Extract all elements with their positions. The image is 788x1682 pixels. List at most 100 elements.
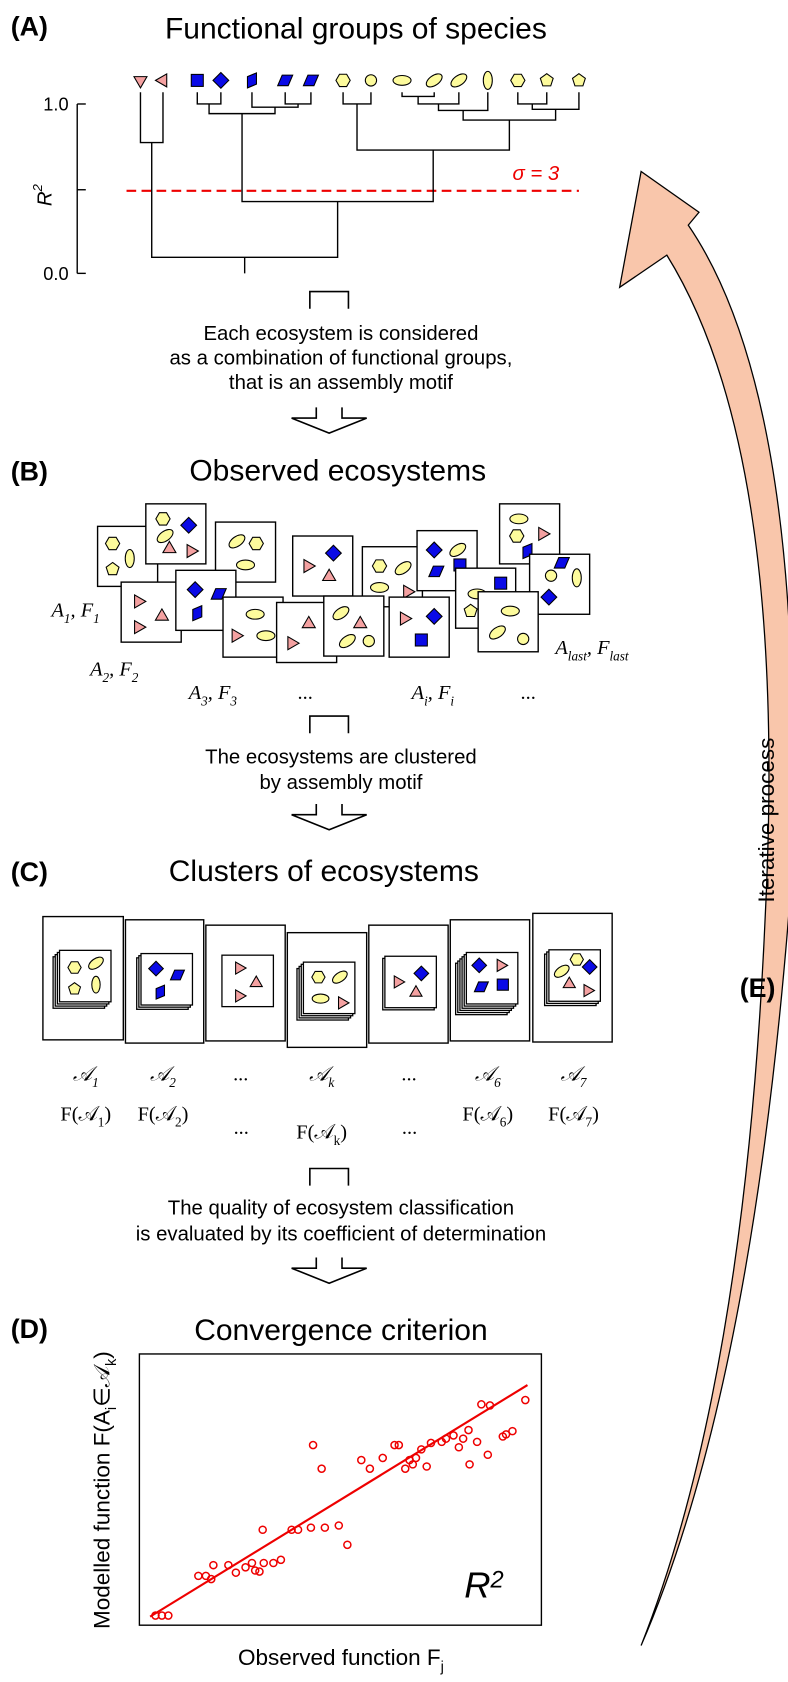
text-part: A [410,682,425,704]
ecosystem-card [302,961,356,1015]
panel-label: (E) [740,973,776,1003]
ecosystem-label: A2, F2 [88,658,139,684]
down-arrow [291,407,367,434]
symbol [517,632,530,646]
symbol [362,634,375,648]
motif-label: 𝒜2 [150,1064,176,1090]
symbol [500,605,520,617]
text-part: A [88,658,103,680]
dendrogram-branch [208,103,276,115]
symbol [569,953,585,966]
ecosystem-card [384,955,437,1009]
scatter-points [151,1395,530,1620]
scatter-point [241,1563,250,1572]
symbol [473,981,490,993]
scatter-point [224,1560,233,1570]
text-part: ) [182,1103,189,1125]
symbol [104,536,121,551]
text-part: F(𝒜 [548,1103,587,1125]
symbol [364,74,378,87]
text-part: R [464,1564,490,1605]
x-axis-label: Observed function Fj [238,1645,444,1675]
symbol [235,988,248,1003]
dendrogram-branch [417,92,460,105]
symbol [235,961,248,975]
y-axis-label: Modelled function F(Ai∈𝒜k) [89,1351,119,1629]
caption-line: Each ecosystem is considered [203,323,478,345]
scatter-point [483,1450,493,1460]
symbol [245,608,265,620]
function-label: ... [402,1117,417,1139]
scatter-point [449,1431,458,1440]
text-part: ) [340,1121,347,1143]
symbol [538,526,552,542]
subscript: 1 [98,1115,105,1130]
symbol [338,634,356,649]
subscript: 2 [103,670,110,685]
text-part: , [208,682,218,704]
subscript: k [328,1075,335,1090]
ecosystem [528,553,591,615]
scatter-point [521,1395,530,1405]
panel-label: (B) [11,456,48,486]
symbol [413,965,430,982]
text-part: Observed function F [238,1645,441,1670]
statistic-label: R2 [464,1564,504,1605]
scatter-point [426,1438,436,1448]
scatter-point [317,1464,326,1473]
superscript: 2 [30,183,45,192]
symbol [489,625,506,640]
scatter-point [408,1460,418,1469]
motif-label: 𝒜1 [73,1064,99,1090]
symbol [371,559,388,573]
text-part: Modelled function F(A [89,1410,114,1629]
ecosystem-label: ... [298,682,313,704]
subscript: 1 [64,611,71,626]
dendrogram-branch [284,92,312,105]
scatter-point [400,1464,410,1473]
scatter-point [308,1440,318,1450]
text-part: ) [592,1103,599,1125]
symbol [303,558,317,574]
scatter-point [378,1453,388,1463]
symbol [302,74,320,87]
subscript: 6 [500,1115,507,1130]
symbol [496,978,509,991]
caption-line: that is an assembly motif [229,372,453,394]
scatter-point [194,1571,203,1581]
dendrogram-branch [151,142,339,258]
ecosystem [388,596,450,658]
text-part: ... [298,682,313,704]
subscript: k [104,1358,120,1366]
motif-label: 𝒜k [309,1064,335,1090]
text-part: , [71,599,81,621]
symbol [321,568,337,582]
symbol [394,561,412,576]
symbol [190,73,204,87]
text-part: ... [402,1064,417,1086]
dendrogram-branch [517,92,548,105]
symbol [169,969,186,981]
symbol [212,71,230,90]
subscript: 1 [92,1075,99,1090]
symbol [192,604,203,622]
scatter-point [485,1401,495,1410]
text-part: A [187,682,202,704]
plot-frame [138,1353,543,1626]
symbol [540,588,558,606]
symbol [276,74,294,87]
ecosystem-card [465,951,519,1005]
symbol [414,633,428,647]
symbol [161,540,177,554]
cluster [124,919,205,1044]
symbol [324,544,343,562]
symbol [393,975,406,989]
symbol [571,72,586,87]
subscript: 3 [200,693,208,708]
symbol [581,958,598,976]
subscript: last [568,648,587,663]
subscript: j [440,1659,444,1675]
panel-title: Convergence criterion [194,1314,487,1347]
cluster [205,924,286,1042]
